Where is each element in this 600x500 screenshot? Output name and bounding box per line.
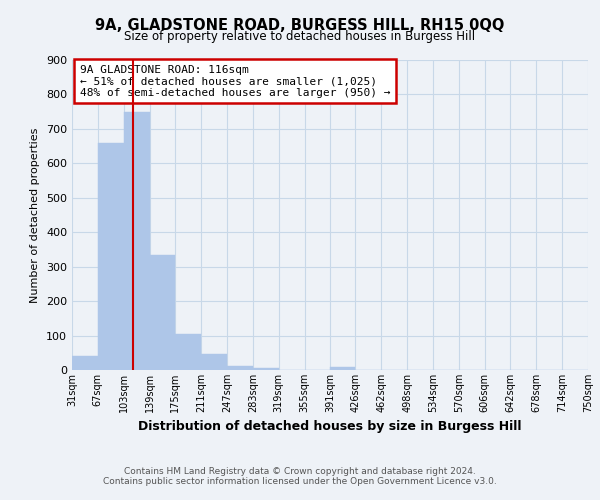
X-axis label: Distribution of detached houses by size in Burgess Hill: Distribution of detached houses by size … [138, 420, 522, 434]
Bar [72, 356, 98, 370]
Bar [201, 354, 227, 370]
Text: Contains public sector information licensed under the Open Government Licence v3: Contains public sector information licen… [103, 477, 497, 486]
Bar [98, 142, 124, 370]
Bar [149, 254, 175, 370]
Y-axis label: Number of detached properties: Number of detached properties [31, 128, 40, 302]
Bar [124, 112, 149, 370]
Text: 9A, GLADSTONE ROAD, BURGESS HILL, RH15 0QQ: 9A, GLADSTONE ROAD, BURGESS HILL, RH15 0… [95, 18, 505, 32]
Bar [175, 334, 201, 370]
Bar [227, 366, 253, 370]
Bar [253, 368, 278, 370]
Text: Size of property relative to detached houses in Burgess Hill: Size of property relative to detached ho… [124, 30, 476, 43]
Text: 9A GLADSTONE ROAD: 116sqm
← 51% of detached houses are smaller (1,025)
48% of se: 9A GLADSTONE ROAD: 116sqm ← 51% of detac… [80, 64, 390, 98]
Bar [331, 367, 355, 370]
Text: Contains HM Land Registry data © Crown copyright and database right 2024.: Contains HM Land Registry data © Crown c… [124, 467, 476, 476]
